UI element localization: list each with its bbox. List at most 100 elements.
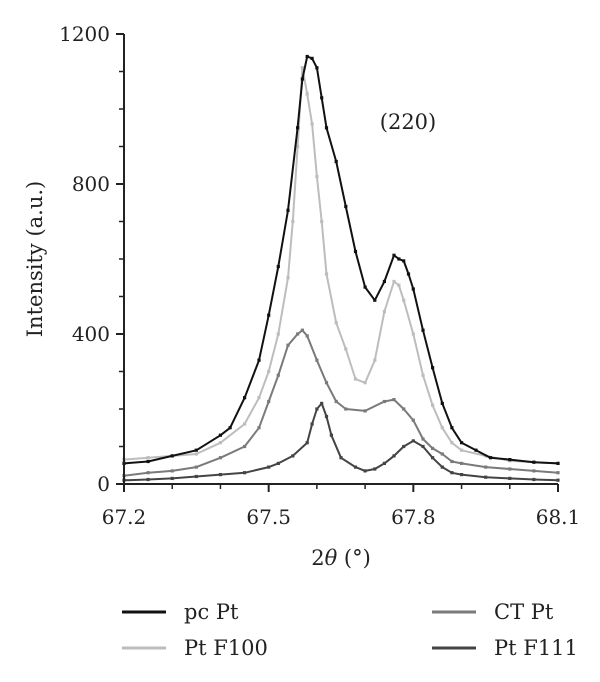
data-point bbox=[450, 426, 454, 430]
data-point bbox=[286, 343, 290, 347]
legend: pc Pt Pt F100 CT Pt Pt F111 bbox=[122, 600, 578, 660]
data-point bbox=[243, 396, 247, 400]
legend-label: pc Pt bbox=[184, 600, 239, 624]
data-point bbox=[508, 476, 512, 480]
series-layer bbox=[122, 54, 560, 482]
data-point bbox=[257, 396, 261, 400]
data-point bbox=[339, 456, 343, 460]
data-point bbox=[320, 401, 324, 405]
data-point bbox=[484, 465, 488, 469]
data-point bbox=[392, 454, 396, 458]
data-point bbox=[305, 334, 309, 338]
data-point bbox=[267, 465, 271, 469]
data-point bbox=[286, 208, 290, 212]
data-point bbox=[146, 471, 150, 475]
data-point bbox=[508, 458, 512, 462]
data-point bbox=[194, 465, 198, 469]
data-point bbox=[382, 461, 386, 465]
data-point bbox=[440, 426, 444, 430]
data-point bbox=[363, 381, 367, 385]
data-point bbox=[431, 456, 435, 460]
x-tick-label-2: 67.8 bbox=[391, 505, 436, 529]
data-point bbox=[397, 257, 401, 261]
data-point bbox=[344, 407, 348, 411]
data-point bbox=[324, 272, 329, 276]
data-point bbox=[320, 96, 324, 100]
data-point bbox=[431, 446, 435, 450]
data-point bbox=[450, 459, 454, 464]
data-point bbox=[397, 283, 401, 287]
data-point bbox=[170, 454, 174, 458]
legend-label: Pt F100 bbox=[184, 636, 268, 660]
legend-item-1: Pt F100 bbox=[122, 636, 268, 660]
data-point bbox=[315, 407, 319, 411]
peak-annotation: (220) bbox=[380, 110, 436, 134]
data-point bbox=[228, 426, 232, 430]
data-point bbox=[508, 467, 512, 471]
data-point bbox=[431, 403, 435, 407]
data-point bbox=[218, 473, 222, 477]
data-point bbox=[267, 369, 271, 374]
data-point bbox=[402, 444, 406, 449]
data-point bbox=[373, 358, 377, 362]
data-point bbox=[286, 276, 290, 280]
data-point bbox=[431, 366, 435, 370]
data-point bbox=[257, 426, 261, 430]
data-point bbox=[440, 401, 444, 405]
data-point bbox=[353, 377, 358, 381]
data-point bbox=[556, 461, 560, 465]
data-point bbox=[440, 465, 444, 469]
data-point bbox=[363, 285, 367, 289]
data-point bbox=[450, 471, 454, 475]
data-point bbox=[334, 399, 338, 404]
data-point bbox=[243, 444, 247, 449]
data-point bbox=[421, 437, 425, 441]
data-point bbox=[218, 456, 222, 460]
data-point bbox=[402, 298, 406, 302]
data-point bbox=[296, 126, 300, 130]
y-tick-label-1: 400 bbox=[72, 322, 110, 346]
data-point bbox=[305, 54, 309, 59]
series-pt-f111 bbox=[122, 401, 560, 482]
x-tick-label-3: 68.1 bbox=[536, 505, 581, 529]
data-point bbox=[267, 313, 271, 317]
x-tick-label-1: 67.5 bbox=[246, 505, 291, 529]
data-point bbox=[218, 441, 222, 445]
series-ct-pt bbox=[122, 328, 560, 478]
data-point bbox=[474, 448, 478, 452]
legend-item-2: CT Pt bbox=[432, 600, 554, 624]
data-point bbox=[421, 328, 425, 332]
data-point bbox=[460, 441, 464, 445]
data-point bbox=[276, 461, 280, 465]
data-point bbox=[324, 414, 329, 419]
data-point bbox=[334, 321, 338, 325]
data-point bbox=[411, 287, 415, 291]
data-point bbox=[276, 373, 280, 377]
data-point bbox=[146, 459, 150, 464]
legend-item-0: pc Pt bbox=[122, 600, 239, 624]
data-point bbox=[329, 433, 333, 437]
data-point bbox=[344, 347, 348, 351]
data-point bbox=[421, 444, 425, 449]
data-point bbox=[460, 448, 464, 452]
data-point bbox=[406, 272, 411, 276]
data-point bbox=[305, 92, 309, 96]
data-point bbox=[382, 399, 386, 404]
data-point bbox=[373, 467, 377, 471]
data-point bbox=[291, 454, 295, 458]
data-point bbox=[440, 452, 444, 456]
y-axis-title: Intensity (a.u.) bbox=[23, 181, 47, 337]
y-tick-label-0: 0 bbox=[97, 472, 110, 496]
data-point bbox=[310, 122, 314, 126]
data-point bbox=[382, 279, 386, 284]
data-point bbox=[392, 253, 396, 257]
data-point bbox=[315, 66, 319, 70]
data-point bbox=[411, 439, 415, 443]
series-line bbox=[123, 55, 559, 465]
data-point bbox=[296, 332, 300, 336]
data-point bbox=[257, 358, 261, 362]
data-point bbox=[411, 332, 415, 336]
legend-item-3: Pt F111 bbox=[432, 636, 578, 660]
data-point bbox=[532, 460, 536, 464]
